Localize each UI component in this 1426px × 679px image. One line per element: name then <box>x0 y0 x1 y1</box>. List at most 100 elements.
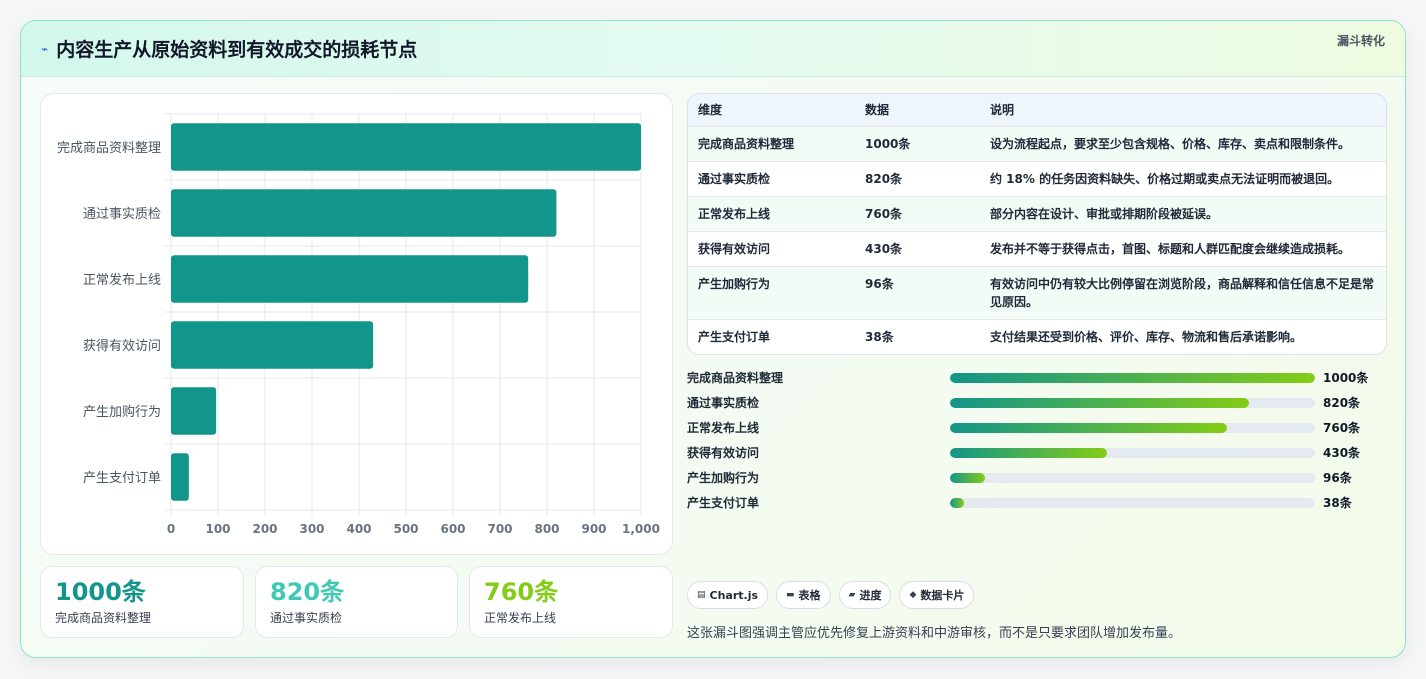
progress-fill <box>950 422 1228 433</box>
table-row: 完成商品资料整理 1000条 设为流程起点，要求至少包含规格、价格、库存、卖点和… <box>688 125 1386 161</box>
x-tick-label: 800 <box>534 522 559 536</box>
column-header: 维度 <box>698 103 723 118</box>
progress-track <box>950 422 1315 433</box>
bar <box>171 255 529 303</box>
chart-icon: ▤ <box>697 590 706 600</box>
table-cell: 完成商品资料整理 <box>688 125 855 161</box>
progress-row: 产生支付订单 38条 <box>687 490 1387 515</box>
table-row: 产生加购行为 96条 有效访问中仍有较大比例停留在浏览阶段，商品解释和信任信息不… <box>688 265 1386 319</box>
progress-fill <box>950 447 1107 458</box>
table-cell: 38条 <box>855 318 980 354</box>
progress-list: 完成商品资料整理 1000条 通过事实质检 820条 正常发布上线 760条 获… <box>687 365 1387 515</box>
table-row: 通过事实质检 820条 约 18% 的任务因资料缺失、价格过期或卖点无法证明而被… <box>688 160 1386 196</box>
chip-label: Chart.js <box>709 588 759 602</box>
table-cell: 430条 <box>855 230 980 266</box>
kpi-label: 完成商品资料整理 <box>55 611 152 625</box>
kpi-label: 正常发布上线 <box>484 611 557 625</box>
table-cell: 发布并不等于获得点击，首图、标题和人群匹配度会继续造成损耗。 <box>980 230 1386 266</box>
table-cell: 通过事实质检 <box>688 160 855 196</box>
x-tick-label: 0 <box>167 522 175 536</box>
table-cell: 760条 <box>855 195 980 231</box>
bar-chart-panel: 0 100 200 300 400 500 600 700 800 900 1,000 完成商品资料整… <box>40 93 673 555</box>
table-cell: 部分内容在设计、审批或排期阶段被延误。 <box>980 195 1386 231</box>
table-row: 产生支付订单 38条 支付结果还受到价格、评价、库存、物流和售后承诺影响。 <box>688 318 1386 354</box>
progress-fill <box>950 397 1250 408</box>
progress-track <box>950 397 1315 408</box>
progress-track <box>950 447 1315 458</box>
chip-chartjs[interactable]: ▤ Chart.js <box>687 581 769 609</box>
data-table-wrap: 维度 数据 说明 完成商品资料整理 1000条 设为流程起点，要求至少包含规格、… <box>687 93 1387 355</box>
chip-label: 数据卡片 <box>920 589 965 602</box>
bar <box>171 453 189 501</box>
x-tick-label: 600 <box>440 522 465 536</box>
progress-track <box>950 497 1315 508</box>
chip-label: 表格 <box>798 589 821 602</box>
kpi-value: 1000条 <box>55 578 146 606</box>
y-tick-label: 获得有效访问 <box>83 338 161 354</box>
bar-chart: 0 100 200 300 400 500 600 700 800 900 1,000 完成商品资料整… <box>57 113 660 536</box>
table-row: 正常发布上线 760条 部分内容在设计、审批或排期阶段被延误。 <box>688 195 1386 231</box>
table-cell: 设为流程起点，要求至少包含规格、价格、库存、卖点和限制条件。 <box>980 125 1386 161</box>
column-header: 数据 <box>865 103 890 118</box>
x-tick-label: 900 <box>581 522 606 536</box>
table-cell: 获得有效访问 <box>688 230 855 266</box>
progress-label: 产生支付订单 <box>687 496 760 510</box>
table-cell: 支付结果还受到价格、评价、库存、物流和售后承诺影响。 <box>980 318 1386 354</box>
y-tick-label: 完成商品资料整理 <box>57 141 161 156</box>
progress-fill <box>950 497 964 508</box>
progress-value: 760条 <box>1323 421 1361 435</box>
chip-data-card[interactable]: ◆ 数据卡片 <box>899 581 975 609</box>
page-title: 内容生产从原始资料到有效成交的损耗节点 <box>56 39 418 61</box>
chip-label: 进度 <box>859 589 882 602</box>
table-cell: 约 18% 的任务因资料缺失、价格过期或卖点无法证明而被退回。 <box>980 160 1386 196</box>
x-tick-label: 300 <box>299 522 324 536</box>
progress-label: 通过事实质检 <box>687 396 760 410</box>
card-header: ⌁ 内容生产从原始资料到有效成交的损耗节点 漏斗转化 <box>21 21 1405 77</box>
bar <box>171 123 641 171</box>
column-header: 说明 <box>990 103 1015 118</box>
table-cell: 96条 <box>855 265 980 319</box>
bar <box>171 321 374 369</box>
x-tick-label: 1,000 <box>622 522 660 536</box>
progress-fill <box>950 372 1315 383</box>
progress-row: 正常发布上线 760条 <box>687 415 1387 440</box>
progress-track <box>950 372 1315 383</box>
table-cell: 产生加购行为 <box>688 265 855 319</box>
progress-value: 38条 <box>1323 496 1352 510</box>
x-tick-label: 700 <box>487 522 512 536</box>
kpi-card: 760条 正常发布上线 <box>469 566 673 638</box>
chip-progress[interactable]: ▰ 进度 <box>838 581 892 609</box>
progress-label: 完成商品资料整理 <box>687 371 784 385</box>
chip-table[interactable]: ▬ 表格 <box>776 581 831 609</box>
progress-row: 获得有效访问 430条 <box>687 440 1387 465</box>
x-tick-label: 200 <box>252 522 277 536</box>
data-table: 维度 数据 说明 完成商品资料整理 1000条 设为流程起点，要求至少包含规格、… <box>688 94 1386 354</box>
funnel-tag: 漏斗转化 <box>1336 34 1385 48</box>
y-tick-label: 正常发布上线 <box>83 272 161 288</box>
progress-row: 产生加购行为 96条 <box>687 465 1387 490</box>
progress-label: 获得有效访问 <box>687 446 760 460</box>
main-card: ⌁ 内容生产从原始资料到有效成交的损耗节点 漏斗转化 0 100 200 300 400… <box>20 20 1406 658</box>
x-tick-label: 500 <box>393 522 418 536</box>
x-tick-label: 100 <box>205 522 230 536</box>
progress-label: 产生加购行为 <box>687 471 760 485</box>
table-header-row: 维度 数据 说明 <box>688 94 1386 126</box>
kpi-value: 820条 <box>270 578 345 606</box>
progress-label: 正常发布上线 <box>687 421 760 435</box>
y-tick-label: 通过事实质检 <box>83 207 161 222</box>
title-wrap: ⌁ 内容生产从原始资料到有效成交的损耗节点 <box>41 35 417 62</box>
card-icon: ◆ <box>909 590 917 600</box>
kpi-card: 820条 通过事实质检 <box>255 566 458 638</box>
progress-row: 通过事实质检 820条 <box>687 390 1387 415</box>
progress-value: 1000条 <box>1323 371 1369 385</box>
table-row: 获得有效访问 430条 发布并不等于获得点击，首图、标题和人群匹配度会继续造成损… <box>688 230 1386 266</box>
progress-icon: ▰ <box>848 590 856 600</box>
progress-fill <box>950 472 986 483</box>
table-cell: 正常发布上线 <box>688 195 855 231</box>
view-chips: ▤ Chart.js ▬ 表格 ▰ 进度 ◆ 数据卡片 <box>687 581 975 609</box>
y-tick-label: 产生加购行为 <box>83 404 161 420</box>
table-cell: 1000条 <box>855 125 980 161</box>
table-cell: 有效访问中仍有较大比例停留在浏览阶段，商品解释和信任信息不足是常见原因。 <box>980 265 1386 319</box>
progress-value: 96条 <box>1323 471 1352 485</box>
bar <box>171 189 557 237</box>
